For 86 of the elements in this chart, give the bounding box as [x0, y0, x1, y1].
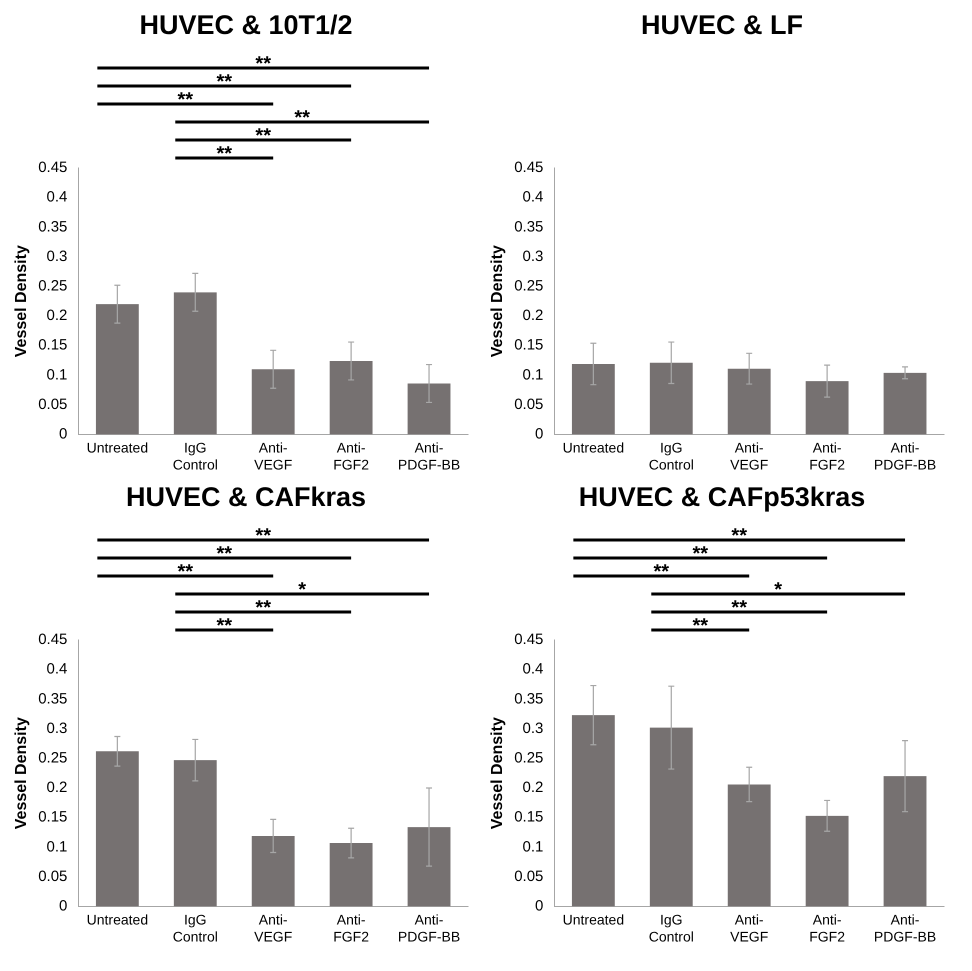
x-tick-label: Anti-PDGF-BB — [398, 912, 460, 944]
y-tick-label: 0.4 — [522, 188, 544, 206]
x-tick-label: IgG Control — [172, 912, 218, 944]
text: * — [298, 579, 306, 601]
text: ** — [216, 143, 232, 165]
text: ** — [731, 597, 748, 619]
x-tick-label: Anti-VEGF — [254, 912, 292, 944]
x-tick-label: Anti-VEGF — [730, 440, 768, 472]
text: ** — [216, 543, 232, 565]
y-tick-label: 0.2 — [46, 307, 68, 324]
y-tick-label: 0.35 — [38, 690, 68, 708]
y-tick-label: 0 — [535, 898, 544, 915]
x-tick-label: Anti-FGF2 — [333, 440, 370, 472]
y-tick-label: 0.45 — [514, 159, 544, 176]
y-tick-label: 0.3 — [522, 248, 544, 265]
chart-title: HUVEC & 10T1/2 — [138, 10, 354, 42]
x-tick-label: Anti-PDGF-BB — [398, 440, 460, 472]
y-tick-label: 0.15 — [514, 336, 544, 354]
x-tick-label: Anti-VEGF — [254, 440, 292, 472]
y-tick-label: 0.25 — [38, 278, 68, 295]
y-tick-label: 0.4 — [522, 660, 544, 678]
y-axis-title: Vessel Density — [13, 717, 30, 830]
y-tick-label: 0.05 — [514, 868, 544, 885]
y-tick-label: 0.05 — [38, 868, 68, 885]
y-tick-label: 0.35 — [514, 690, 544, 708]
text: * — [774, 579, 782, 601]
text: ** — [216, 615, 232, 637]
y-tick-label: 0.1 — [522, 366, 544, 384]
y-tick-label: 0 — [535, 426, 544, 443]
y-tick-label: 0.1 — [46, 838, 68, 856]
x-tick-label: Untreated — [86, 912, 148, 928]
y-tick-label: 0.25 — [514, 278, 544, 295]
y-tick-label: 0.15 — [38, 336, 68, 354]
x-tick-label: IgG Control — [648, 912, 694, 944]
y-tick-label: 0.2 — [522, 779, 544, 796]
y-tick-label: 0.3 — [46, 248, 68, 265]
y-tick-label: 0.45 — [514, 631, 544, 648]
text: ** — [255, 125, 272, 147]
y-tick-label: 0.3 — [46, 720, 68, 737]
y-tick-label: 0 — [59, 426, 68, 443]
x-tick-label: Anti-VEGF — [730, 912, 768, 944]
x-tick-label: IgG Control — [172, 440, 218, 472]
chart-title: HUVEC & LF — [640, 10, 804, 42]
y-tick-label: 0.1 — [522, 838, 544, 856]
text: ** — [177, 89, 194, 111]
text: ** — [294, 107, 310, 129]
y-tick-label: 0.15 — [38, 808, 68, 826]
text: ** — [255, 53, 272, 75]
x-tick-label: IgG Control — [648, 440, 694, 472]
text: ** — [255, 597, 272, 619]
y-tick-label: 0.4 — [46, 188, 68, 206]
text: ** — [255, 525, 272, 547]
y-tick-label: 0.25 — [38, 750, 68, 767]
y-tick-label: 0.45 — [38, 631, 68, 648]
y-tick-label: 0.2 — [522, 307, 544, 324]
y-tick-label: 0.05 — [514, 396, 544, 413]
y-tick-label: 0.15 — [514, 808, 544, 826]
y-tick-label: 0.45 — [38, 159, 68, 176]
text: ** — [177, 561, 194, 583]
text: ** — [653, 561, 670, 583]
y-tick-label: 0.4 — [46, 660, 68, 678]
chart-title: HUVEC & CAFkras — [124, 482, 368, 514]
y-axis-title: Vessel Density — [13, 245, 30, 358]
y-axis-title: Vessel Density — [489, 245, 506, 358]
y-tick-label: 0 — [59, 898, 68, 915]
y-tick-label: 0.35 — [38, 218, 68, 236]
y-tick-label: 0.25 — [514, 750, 544, 767]
x-tick-label: Anti-FGF2 — [333, 912, 370, 944]
chart-title: HUVEC & CAFp53kras — [578, 482, 866, 514]
x-tick-label: Anti-FGF2 — [809, 440, 846, 472]
x-tick-label: Anti-PDGF-BB — [874, 912, 936, 944]
x-tick-label: Anti-FGF2 — [809, 912, 846, 944]
y-tick-label: 0.05 — [38, 396, 68, 413]
text: ** — [731, 525, 748, 547]
y-tick-label: 0.3 — [522, 720, 544, 737]
x-tick-label: Anti-PDGF-BB — [874, 440, 936, 472]
text: ** — [692, 543, 708, 565]
x-tick-label: Untreated — [86, 440, 148, 456]
y-tick-label: 0.1 — [46, 366, 68, 384]
y-tick-label: 0.35 — [514, 218, 544, 236]
text: ** — [216, 71, 232, 93]
text: ** — [692, 615, 708, 637]
x-tick-label: Untreated — [562, 912, 624, 928]
x-tick-label: Untreated — [562, 440, 624, 456]
y-tick-label: 0.2 — [46, 779, 68, 796]
y-axis-title: Vessel Density — [489, 717, 506, 830]
